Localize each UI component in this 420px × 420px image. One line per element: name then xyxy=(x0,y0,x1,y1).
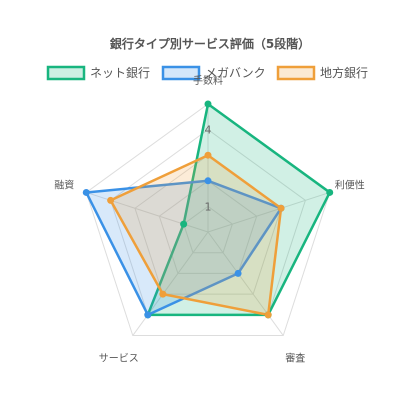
axis-spoke xyxy=(132,231,209,336)
axis-label: 審査 xyxy=(285,352,305,365)
legend: ネット銀行 メガバンク 地方銀行 xyxy=(46,65,368,81)
series-point xyxy=(234,269,242,277)
axis-label: 手数料 xyxy=(193,74,223,87)
axis-spoke xyxy=(207,191,330,233)
series-point xyxy=(264,311,272,319)
series-area xyxy=(85,179,283,317)
series-point xyxy=(277,204,285,212)
series-point xyxy=(326,188,334,196)
series-point xyxy=(204,151,212,159)
series-point xyxy=(144,311,152,319)
series-point xyxy=(204,177,212,185)
legend-swatch xyxy=(46,65,86,81)
series-point xyxy=(204,100,212,108)
axis-spoke xyxy=(86,191,209,233)
series-point xyxy=(159,290,167,298)
axis-label: 利便性 xyxy=(335,178,365,191)
tick-label: 1 xyxy=(205,200,212,213)
series-point xyxy=(107,196,115,204)
grid-ring xyxy=(183,205,233,254)
legend-label: ネット銀行 xyxy=(90,66,150,80)
axis-label: 融資 xyxy=(54,179,74,191)
series-area xyxy=(146,102,331,317)
axis-label: サービス xyxy=(99,353,139,365)
legend-label: 地方銀行 xyxy=(320,65,368,80)
tick-label: 4 xyxy=(205,124,212,137)
series-point xyxy=(180,220,188,228)
legend-label: メガバンク xyxy=(205,66,266,80)
grid-ring xyxy=(158,180,258,274)
legend-swatch xyxy=(276,65,316,81)
series-layer xyxy=(82,100,334,319)
axis-spoke xyxy=(207,231,284,336)
series-point xyxy=(82,188,90,196)
chart-title: 銀行タイプ別サービス評価（5段階） xyxy=(109,36,310,51)
legend-swatch xyxy=(161,65,201,81)
radial-ticks: 14 xyxy=(205,124,212,214)
